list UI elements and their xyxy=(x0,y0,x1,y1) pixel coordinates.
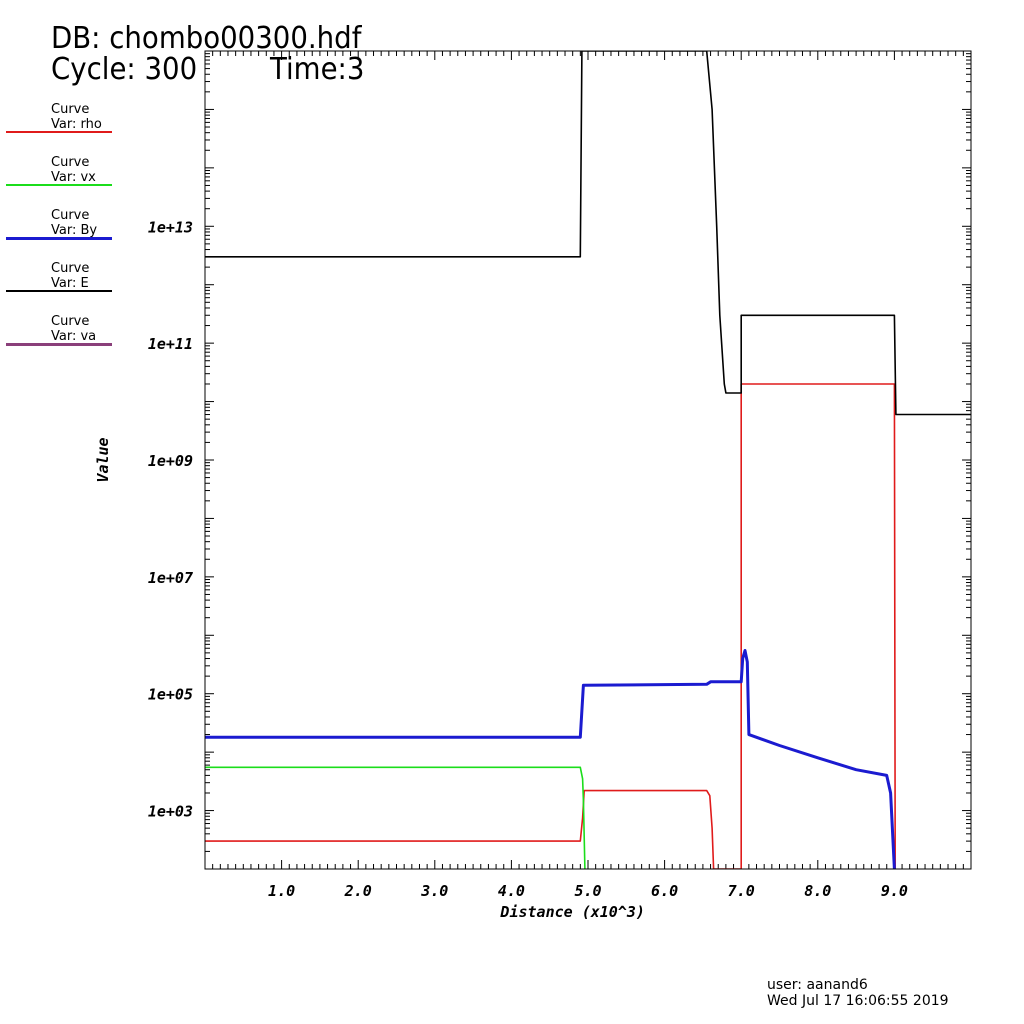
cycle-label: Cycle: 300 xyxy=(51,52,198,87)
x-tick-label: 8.0 xyxy=(804,882,831,900)
legend-swatch-e xyxy=(6,290,112,292)
y-axis-label: Value xyxy=(94,437,112,482)
x-axis-label: Distance (x10^3) xyxy=(499,903,645,921)
legend-title: Curve xyxy=(51,102,90,117)
x-tick-label: 2.0 xyxy=(344,882,372,900)
legend-item-va: Curve Var: va xyxy=(6,315,112,361)
chart-title-db: DB: chombo00300.hdf xyxy=(51,21,362,56)
time-label: Time:3 xyxy=(270,52,365,87)
x-tick-label: 5.0 xyxy=(574,882,601,900)
legend-title: Curve xyxy=(51,261,90,276)
series-line-vx xyxy=(205,766,586,869)
legend-item-by: Curve Var: By xyxy=(6,209,112,255)
series-line-by xyxy=(205,649,896,869)
x-tick-label: 6.0 xyxy=(651,882,678,900)
y-tick-label: 1e+07 xyxy=(148,569,193,587)
legend-var-label: Var: rho xyxy=(51,117,102,132)
footer-user: user: aanand6 xyxy=(767,977,868,993)
series-line-e xyxy=(205,51,971,416)
legend-title: Curve xyxy=(51,314,90,329)
y-tick-label: 1e+11 xyxy=(148,335,193,353)
legend-item-e: Curve Var: E xyxy=(6,262,112,308)
tick-marks xyxy=(204,51,972,870)
legend-var-label: Var: vx xyxy=(51,170,96,185)
legend-title: Curve xyxy=(51,155,90,170)
legend-swatch-va xyxy=(6,343,112,346)
legend-title: Curve xyxy=(51,208,90,223)
legend-item-vx: Curve Var: vx xyxy=(6,156,112,202)
series-line-rho xyxy=(205,383,896,869)
legend-var-label: Var: va xyxy=(51,329,97,344)
legend-var-label: Var: E xyxy=(51,276,89,291)
legend-swatch-by xyxy=(6,237,112,240)
legend-item-rho: Curve Var: rho xyxy=(6,103,112,149)
tick-labels: 1.0 2.0 3.0 4.0 5.0 6.0 7.0 8.0 9.0 1e+03 1e+05 1e+… xyxy=(148,218,908,900)
y-tick-label: 1e+13 xyxy=(148,218,193,236)
x-tick-label: 1.0 xyxy=(268,882,295,900)
y-tick-label: 1e+03 xyxy=(148,803,193,821)
x-tick-label: 3.0 xyxy=(420,882,448,900)
legend-swatch-vx xyxy=(6,184,112,186)
y-tick-label: 1e+05 xyxy=(148,686,193,704)
x-tick-label: 9.0 xyxy=(881,882,908,900)
y-tick-label: 1e+09 xyxy=(148,452,193,470)
footer-date: Wed Jul 17 16:06:55 2019 xyxy=(767,993,949,1009)
legend-var-label: Var: By xyxy=(51,223,98,238)
plot-frame xyxy=(204,50,972,870)
series-lines xyxy=(205,51,971,869)
legend-swatch-rho xyxy=(6,131,112,133)
x-tick-label: 7.0 xyxy=(728,882,755,900)
x-tick-label: 4.0 xyxy=(498,882,525,900)
